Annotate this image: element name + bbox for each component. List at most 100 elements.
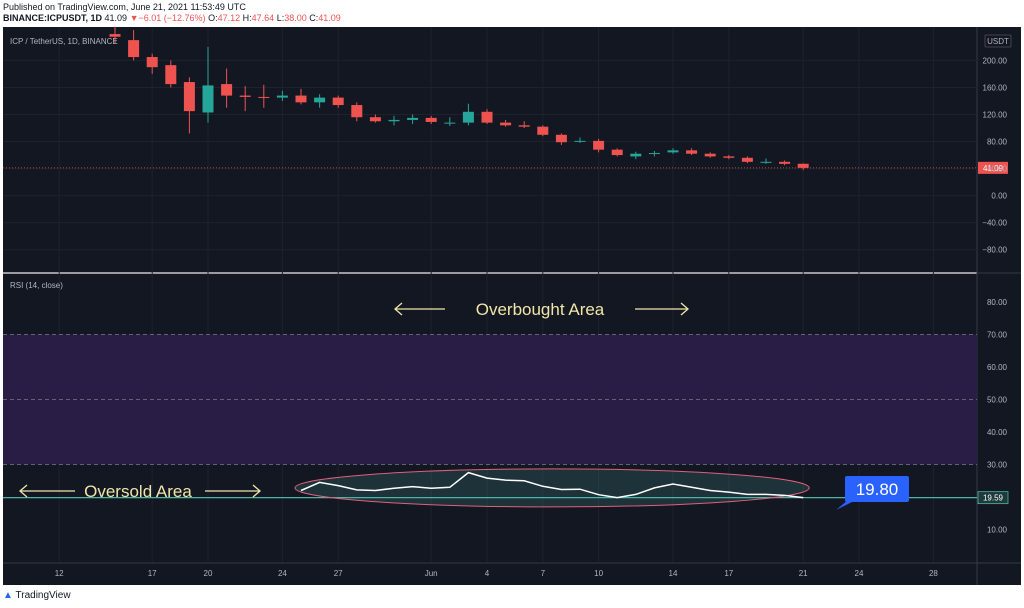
chart-header: Published on TradingView.com, June 21, 2… [0, 0, 1024, 26]
candle [611, 148, 623, 157]
candle [165, 60, 177, 88]
candle [704, 152, 716, 158]
candle-body [183, 82, 195, 112]
candle-body [202, 85, 214, 113]
candle [779, 160, 791, 166]
down-arrow-icon: ▼ [129, 13, 139, 23]
price-axis-background [977, 27, 1021, 563]
candle-body [537, 126, 549, 135]
candle [462, 103, 474, 126]
rsi-pane-title: RSI (14, close) [10, 281, 63, 290]
price-pane-title: ICP / TetherUS, 1D, BINANCE [10, 37, 118, 46]
oversold-left-arrow-head [19, 484, 28, 498]
tradingview-logo-icon: ▲ [3, 590, 13, 601]
candle-body [109, 34, 121, 37]
candle [128, 30, 140, 61]
close-label: C: [309, 13, 319, 23]
candle-body [388, 119, 400, 122]
price-tick-label: 120.00 [983, 111, 1008, 120]
time-tick-label: 28 [929, 569, 938, 578]
rsi-value-badge [977, 491, 1009, 505]
candle-body [686, 150, 698, 154]
candle-body [295, 95, 307, 103]
candle-body [723, 156, 735, 158]
candle [593, 138, 605, 153]
unit-badge-box [984, 34, 1012, 48]
candle [500, 119, 512, 127]
rsi-tick-label: 30.00 [987, 461, 1008, 470]
time-tick-label: 12 [55, 569, 64, 578]
price-axis: −80.00 −40.00 0.00 40.00 80.00 120.00 160.00 20… [982, 56, 1007, 254]
last-price: 41.09 [104, 13, 128, 23]
candle-body [407, 117, 419, 120]
candle [388, 115, 400, 126]
price-tick-label: −40.00 [982, 219, 1007, 228]
candle-body [630, 153, 642, 157]
time-axis-background [3, 563, 1021, 585]
candle [221, 68, 233, 108]
candle-body [555, 134, 567, 143]
candle-body [276, 95, 288, 98]
candle [314, 94, 326, 108]
candle-body [221, 84, 233, 96]
candle-body [146, 57, 158, 68]
symbol-label: BINANCE:ICPUSDT, 1D [3, 13, 103, 23]
rsi-overbought-oversold-band [3, 334, 977, 465]
time-tick-label: 7 [541, 569, 546, 578]
price-grid [3, 27, 977, 562]
time-tick-label: 24 [855, 569, 864, 578]
overbought-right-arrow-head [680, 302, 689, 316]
candle [797, 163, 809, 170]
open-label: O: [208, 13, 218, 23]
last-price-label: 41.09 [983, 164, 1004, 173]
high-value: 47.64 [251, 13, 275, 23]
candle [686, 148, 698, 156]
time-tick-label: 24 [278, 569, 287, 578]
candle [518, 121, 530, 129]
callout-pointer [836, 500, 856, 510]
candle [648, 151, 660, 157]
tradingview-brand[interactable]: ▲ TradingView [3, 590, 71, 601]
time-tick-label: 27 [334, 569, 343, 578]
price-tick-label: −80.00 [982, 246, 1007, 255]
time-tick-label: 4 [485, 569, 490, 578]
price-tick-label: 200.00 [983, 56, 1008, 65]
candle [202, 46, 214, 123]
candle [667, 148, 679, 154]
callout-label: 19.80 [856, 480, 899, 499]
candle [146, 53, 158, 74]
candle-body [593, 140, 605, 150]
candle [555, 133, 567, 145]
low-value: 38.00 [284, 13, 307, 23]
callout-box [845, 476, 909, 502]
candle-body [667, 150, 679, 153]
rsi-series: 19.59 [3, 468, 1009, 508]
candle [425, 115, 437, 124]
candle-body [611, 149, 623, 156]
candle-body [351, 105, 363, 118]
open-value: 47.12 [217, 13, 241, 23]
candle-body [239, 95, 251, 97]
tradingview-brand-label: TradingView [15, 590, 71, 601]
candle-body [444, 122, 456, 124]
candle-body [332, 97, 344, 106]
candle [760, 158, 772, 164]
candle [109, 26, 121, 44]
overbought-label: Overbought Area [476, 300, 605, 319]
candle-body [574, 140, 586, 142]
last-price-marker: 41.09 [3, 161, 1008, 174]
candle-body [165, 65, 177, 85]
candle-body [128, 40, 140, 58]
time-tick-label: 17 [724, 569, 733, 578]
time-tick-label: 17 [148, 569, 157, 578]
candle-body [648, 153, 660, 155]
rsi-tick-label: 10.00 [987, 526, 1008, 535]
candle [723, 155, 735, 160]
last-price-badge [978, 161, 1008, 174]
time-tick-label: Jun [425, 569, 438, 578]
price-tick-label: 40.00 [987, 165, 1008, 174]
price-change: −6.01 (−12.76%) [138, 13, 206, 23]
candle [537, 125, 549, 137]
rsi-tick-label: 60.00 [987, 363, 1008, 372]
